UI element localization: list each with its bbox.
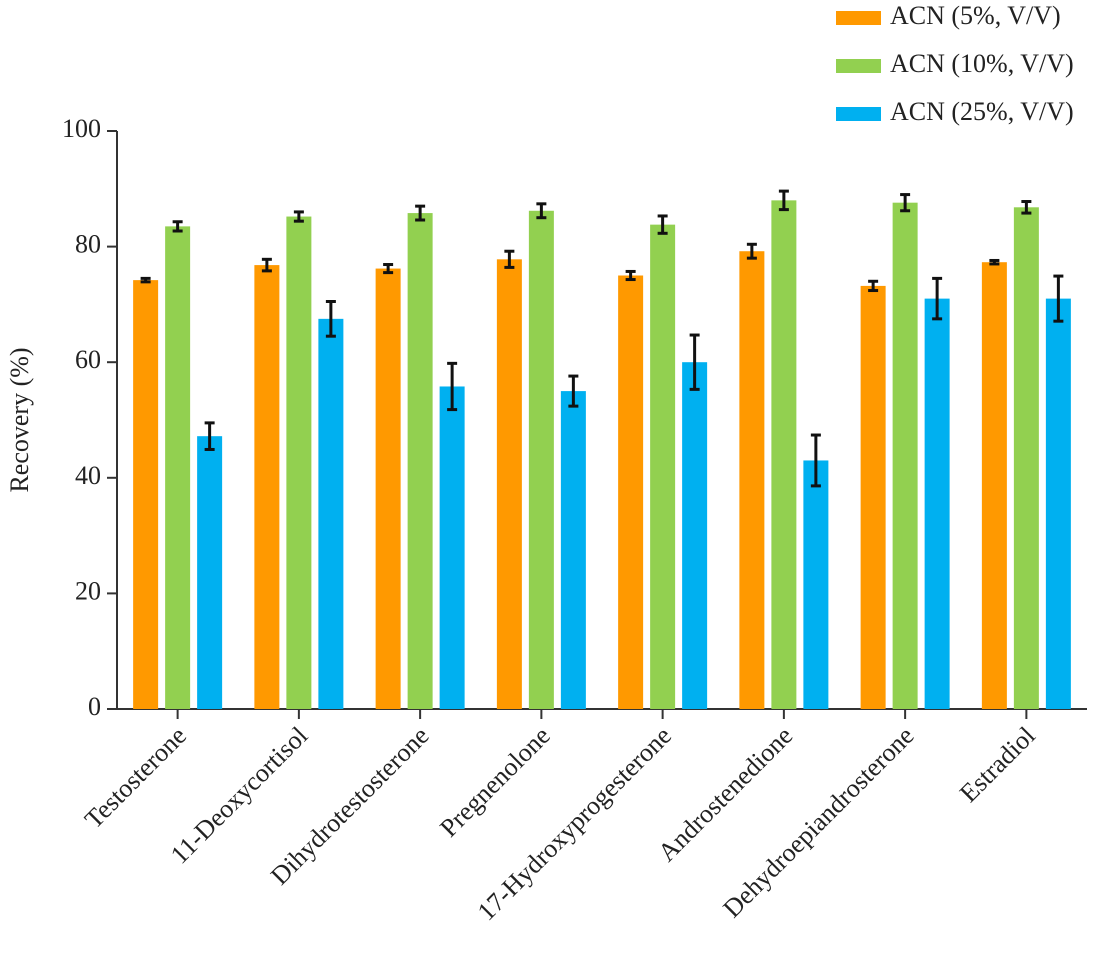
error-bar <box>172 220 183 233</box>
x-tick-label: Testosterone <box>79 721 192 834</box>
error-bar <box>504 249 515 269</box>
legend-swatch <box>836 59 881 73</box>
error-bar <box>625 269 636 282</box>
error-bar <box>868 279 879 293</box>
bar <box>803 460 829 709</box>
x-tick-label: 17-Hydroxyprogesterone <box>472 721 677 926</box>
bar <box>1045 298 1071 709</box>
error-bar <box>293 210 304 223</box>
y-tick-label: 0 <box>88 692 101 721</box>
bar <box>618 275 644 709</box>
bar <box>860 285 886 709</box>
error-bar <box>536 202 547 220</box>
error-bar <box>261 257 272 273</box>
bar <box>407 213 433 710</box>
legend-label: ACN (25%, V/V) <box>890 97 1074 126</box>
bar <box>1013 207 1039 709</box>
error-bar <box>204 421 215 451</box>
error-bar <box>932 276 943 321</box>
x-tick-label: Estradiol <box>954 721 1041 808</box>
bar <box>375 268 401 709</box>
error-bar <box>778 189 789 212</box>
bar <box>286 216 312 709</box>
error-bar <box>1021 200 1032 215</box>
error-bar <box>1053 274 1064 323</box>
bar <box>739 251 765 709</box>
error-bar <box>447 361 458 412</box>
error-bar <box>415 204 426 222</box>
bar <box>133 280 159 709</box>
bar <box>981 262 1007 709</box>
error-bar <box>689 333 700 391</box>
y-tick-label: 60 <box>75 345 101 374</box>
y-tick-label: 100 <box>62 114 101 143</box>
legend-swatch <box>836 11 881 25</box>
error-bar <box>900 193 911 213</box>
bar <box>650 224 676 710</box>
error-bar <box>810 433 821 488</box>
error-bar <box>383 263 394 275</box>
error-bar <box>746 242 757 260</box>
y-axis-label: Recovery (%) <box>5 347 34 492</box>
bar <box>682 362 708 709</box>
bar <box>254 265 280 709</box>
error-bar <box>657 214 668 235</box>
error-bar <box>140 276 151 284</box>
error-bar <box>989 258 1000 266</box>
y-tick-label: 80 <box>75 230 101 259</box>
y-tick-label: 40 <box>75 461 101 490</box>
bar <box>560 391 586 709</box>
legend-label: ACN (5%, V/V) <box>890 1 1061 30</box>
x-tick-label: Pregnenolone <box>434 721 556 843</box>
bar <box>771 200 797 710</box>
bar <box>924 298 950 709</box>
bar <box>496 259 522 709</box>
legend-swatch <box>836 107 881 121</box>
bar <box>528 210 554 709</box>
y-tick-label: 20 <box>75 576 101 605</box>
error-bar <box>325 300 336 338</box>
bar <box>892 202 918 709</box>
bar <box>197 436 223 709</box>
bar <box>439 386 465 709</box>
legend-label: ACN (10%, V/V) <box>890 49 1074 78</box>
error-bar <box>568 374 579 408</box>
bar <box>318 318 344 709</box>
bar <box>165 226 191 709</box>
